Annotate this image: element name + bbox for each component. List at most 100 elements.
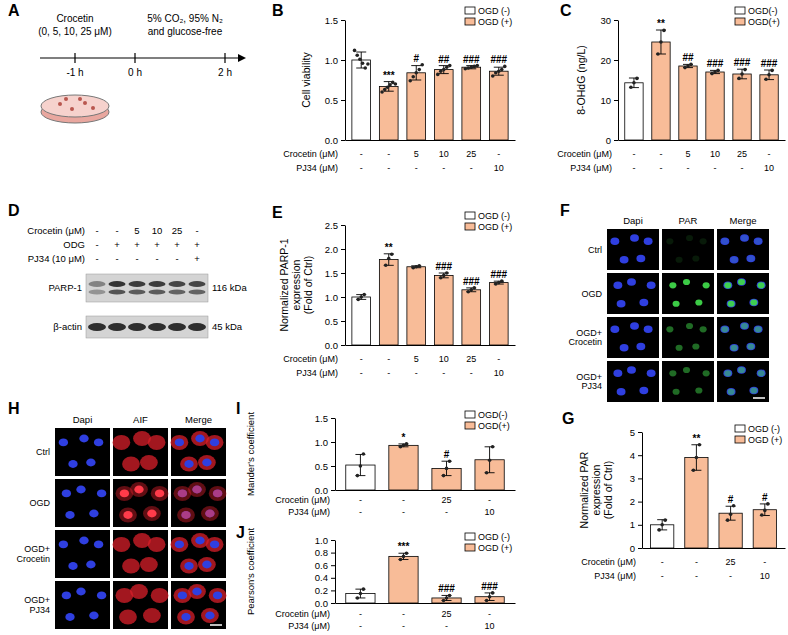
bar [352,297,371,345]
x-axis-line [619,140,786,141]
y-tick-mark [331,553,335,554]
nuclear-signal [683,367,690,373]
nucleus [79,537,88,545]
y-tick-mark [638,478,642,479]
blot-band [108,323,126,331]
legend-label: OGD (+) [748,435,782,445]
marks [346,442,504,490]
y-tick-label: 0 [630,543,635,554]
condition-value: - [360,354,363,364]
y-tick-label: 0.0 [315,485,328,496]
condition-label: Crocetin (μM) [275,609,330,619]
y-axis-line [345,226,346,346]
marks [352,252,508,345]
panel-label: J [236,524,245,541]
image-background [607,317,659,358]
y-tick-label: 0.0 [325,340,338,351]
data-point [466,290,470,294]
y-axis-title-line: Normalized PAR [578,451,590,528]
legend-swatch [735,436,745,443]
y-tick-label: 0.8 [315,547,328,558]
cytoplasm-signal [177,610,195,625]
condition-label: and glucose-free [148,26,223,37]
blot-band [169,290,186,295]
y-tick-mark [331,418,335,419]
nuclear-signal [669,370,676,376]
nucleus [727,388,736,396]
nucleus [97,489,106,497]
y-tick: 0 [630,543,642,554]
scale-bar [753,397,765,399]
cytoplasm-signal [171,537,189,552]
nucleus [205,510,214,518]
y-tick: 5 [630,427,642,438]
bar [389,445,418,490]
nuclear-signal [692,343,699,349]
nucleus [202,459,211,467]
y-tick-label: 2 [630,496,635,507]
image-background [55,428,110,476]
lane-label: - [195,225,198,236]
cytoplasm-signal [140,557,158,572]
nucleus [202,561,211,569]
image-background [717,229,769,270]
blot-band [189,290,206,295]
y-tick: 20 [600,55,618,66]
nuclear-signal [673,389,680,395]
nucleus [97,591,106,599]
y-tick-label: 2.5 [325,220,338,231]
micrograph [55,428,110,476]
blot-band [129,290,146,295]
y-axis-title-line: (Fold of Ctrl) [302,256,314,314]
error-bar-cap [494,75,504,76]
micrograph [662,361,714,402]
y-tick: 0.0 [325,135,345,146]
y-axis-line [642,433,643,549]
cytoplasm-signal [143,506,161,521]
nuclear-signal [747,343,754,349]
nucleus [65,613,74,621]
condition-value: - [402,495,405,505]
condition-value: 25 [726,557,736,567]
timeline-arrow [238,54,246,62]
significance: ### [490,269,507,280]
y-tick-mark [341,60,345,61]
cytoplasm-signal [130,584,148,599]
legend-swatch [465,422,475,429]
data-point [414,71,418,75]
data-point [767,73,771,77]
y-tick-mark [341,20,345,21]
panel-label: H [8,400,20,417]
bar-chart: BCell viability0.00.51.01.5***#########C… [272,2,516,173]
data-point [386,85,390,89]
legend-label: OGD (+) [478,222,512,232]
x-axis-line [346,140,516,141]
condition-value: - [402,621,405,631]
condition-label: Crocetin (μM) [275,495,330,505]
nuclear-signal [666,326,673,332]
y-axis-title-group: Normalized PARexpression(Fold of Ctrl) [578,451,613,528]
y-tick-mark [341,297,345,298]
schematic: ACrocetin(0, 5, 10, 25 μM)5% CO₂, 95% N₂… [8,2,246,123]
lane-label: + [154,239,160,250]
data-point [408,79,412,83]
condition-value: 25 [737,149,747,159]
data-point [417,264,421,268]
nucleus [181,613,190,621]
y-tick-label: 3 [630,473,635,484]
image-background [662,229,714,270]
nucleus [76,486,85,494]
x-axis-line [336,603,516,604]
data-point [445,467,449,471]
lane-label: 10 [152,225,163,236]
legend-label: OGD(+) [478,421,510,431]
significance: ### [490,54,507,65]
error-bar-cap [494,67,504,68]
y-tick-mark [341,225,345,226]
row-label: OGD [29,498,50,508]
y-tick-mark [331,565,335,566]
nuclear-signal [134,486,143,494]
nucleus [723,370,732,378]
nucleus [620,344,629,352]
x-axis [643,548,786,549]
